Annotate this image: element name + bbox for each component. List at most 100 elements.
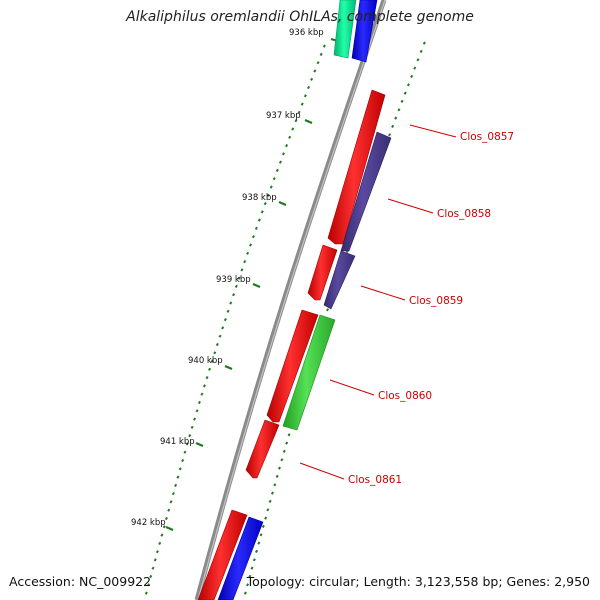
scale-tick-outer — [193, 417, 197, 421]
gene-label-clos-0858[interactable]: Clos_0858 — [437, 208, 491, 220]
scale-tick-inner — [403, 91, 407, 95]
scale-tick-outer — [316, 61, 320, 65]
scale-tick-inner — [287, 433, 291, 437]
scale-tick-outer — [195, 409, 199, 413]
scale-tick-outer — [240, 268, 244, 272]
cds-feature-clos-0860 — [266, 309, 319, 423]
scale-tick-outer — [202, 384, 206, 388]
scale-ticks-inner — [243, 41, 426, 595]
gene-label-clos-0861[interactable]: Clos_0861 — [348, 474, 402, 486]
scale-tick-outer — [174, 483, 178, 488]
scale-tick-inner — [255, 549, 259, 554]
scale-tick-inner — [261, 524, 265, 529]
scale-tick-outer — [303, 94, 307, 98]
scale-tick-inner — [406, 83, 410, 87]
scale-tick-outer — [185, 442, 189, 446]
scale-tick-inner — [257, 541, 261, 545]
scale-tick-inner — [394, 116, 398, 120]
accession-label: Accession: NC_009922 — [9, 574, 152, 589]
gene-label-clos-0857[interactable]: Clos_0857 — [460, 131, 514, 143]
genome-backbone-highlight — [197, 0, 386, 600]
cds-feature-teal-top — [333, 0, 357, 59]
scale-tick-outer — [266, 193, 270, 197]
scale-tick-inner — [268, 499, 272, 504]
scale-tick-outer — [167, 508, 171, 512]
scale-tick-outer — [297, 110, 301, 115]
scale-tick-inner — [266, 508, 270, 512]
scale-tick-outer — [181, 458, 185, 463]
scale-tick-inner — [410, 74, 414, 79]
scale-tick-outer — [169, 500, 173, 504]
gene-label-clos-0860[interactable]: Clos_0860 — [378, 390, 432, 402]
scale-tick-outer — [158, 541, 162, 546]
scale-tick-outer — [190, 425, 194, 429]
gene-label-clos-0859[interactable]: Clos_0859 — [409, 295, 463, 307]
scale-tick-outer — [160, 533, 164, 537]
cds-feature-purple-0859 — [323, 250, 356, 310]
scale-tick-outer — [200, 392, 204, 396]
gene-label-leaders — [299, 124, 457, 480]
scale-tick-outer — [310, 77, 314, 81]
scale-tick-inner — [419, 49, 423, 54]
scale-tick-outer — [147, 583, 151, 587]
scale-tick-outer — [249, 243, 253, 247]
scale-ticks-outer — [144, 44, 326, 595]
scale-tick-outer — [281, 152, 285, 156]
scale-label-940: 940 kbp — [188, 356, 223, 366]
scale-tick-outer — [221, 326, 225, 330]
scale-tick-outer — [226, 309, 230, 313]
scale-tick-inner — [326, 308, 330, 312]
cds-feature-blue-bottom — [217, 516, 264, 600]
scale-tick-outer — [257, 218, 261, 222]
scale-tick-outer — [144, 591, 148, 595]
scale-labels: 936 kbp 937 kbp 938 kbp 939 kbp 940 kbp … — [131, 28, 324, 528]
scale-tick-outer — [300, 102, 304, 106]
scale-tick-outer — [291, 127, 295, 131]
scale-tick-outer — [164, 516, 168, 521]
scale-tick-outer — [176, 475, 180, 479]
cds-feature-clos-0861 — [245, 419, 280, 479]
scale-tick-inner — [275, 474, 279, 479]
scale-tick-outer — [246, 251, 250, 255]
cds-feature-red-bottom — [197, 509, 248, 600]
scale-tick-inner — [273, 483, 277, 487]
scale-tick-outer — [234, 284, 238, 289]
scale-tick-inner — [248, 574, 252, 579]
genome-summary-label: Topology: circular; Length: 3,123,558 bp… — [246, 574, 590, 589]
scale-tick-outer — [251, 235, 255, 239]
scale-tick-outer — [237, 276, 241, 280]
cds-feature-clos-0857 — [327, 89, 386, 245]
scale-tick-outer — [294, 119, 298, 123]
cds-feature-purple-0858 — [340, 131, 392, 252]
scale-tick-outer — [260, 210, 264, 214]
scale-label-942: 942 kbp — [131, 518, 166, 528]
scale-tick-inner — [252, 558, 256, 562]
cds-feature-clos-0859 — [307, 244, 338, 301]
scale-tick-outer — [149, 574, 153, 579]
scale-tick-inner — [250, 566, 254, 570]
scale-tick-outer — [218, 334, 222, 338]
scale-tick-inner — [270, 491, 274, 495]
scale-tick-outer — [208, 367, 212, 371]
scale-tick-inner — [397, 108, 401, 112]
scale-tick-inner — [413, 66, 417, 70]
cds-features — [197, 0, 392, 600]
scale-tick-outer — [307, 85, 311, 90]
scale-tick-inner — [259, 533, 263, 537]
scale-tick-outer — [229, 301, 233, 305]
scale-tick-outer — [213, 351, 217, 355]
scale-label-937: 937 kbp — [266, 111, 301, 121]
scale-tick-outer — [243, 259, 247, 264]
scale-tick-outer — [151, 566, 155, 570]
scale-tick-outer — [155, 550, 159, 554]
scale-tick-outer — [275, 168, 279, 173]
scale-tick-inner — [285, 441, 289, 445]
genome-backbone — [194, 0, 387, 600]
scale-tick-outer — [288, 135, 292, 139]
scale-tick-inner — [280, 458, 284, 462]
scale-tick-outer — [269, 185, 273, 189]
scale-tick-outer — [215, 342, 219, 347]
scale-tick-inner — [277, 466, 281, 470]
scale-tick-inner — [243, 591, 247, 595]
